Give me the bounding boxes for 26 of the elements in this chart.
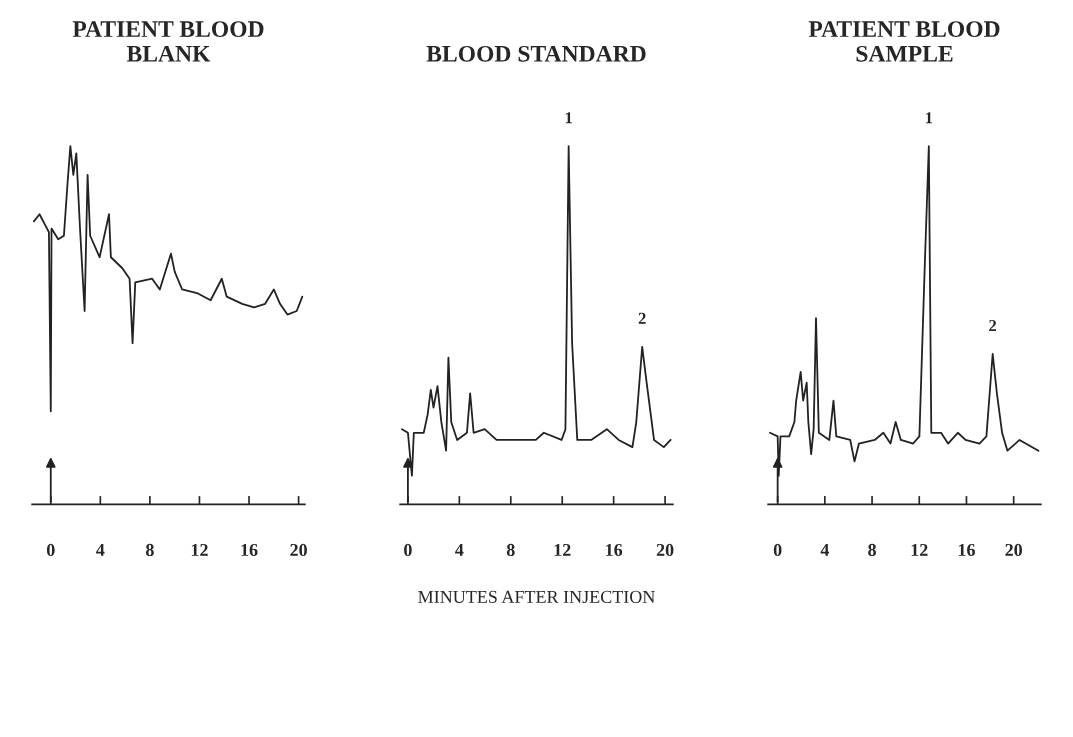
x-tick-label: 8 <box>506 543 515 557</box>
x-tick-label: 16 <box>241 543 258 557</box>
x-tick-label: 8 <box>145 543 154 557</box>
x-tick-label: 0 <box>46 543 55 557</box>
x-tick-label: 4 <box>820 543 830 556</box>
annotation: 2 <box>989 319 997 331</box>
annotation: 2 <box>638 312 646 324</box>
chart-title: BLOOD STANDARD <box>426 45 646 62</box>
x-tick-label: 20 <box>656 543 674 557</box>
x-tick-label: 0 <box>773 543 782 557</box>
annotation: 1 <box>925 112 933 124</box>
x-tick-label: 12 <box>911 543 928 556</box>
x-tick-label: 4 <box>96 543 105 556</box>
x-tick-label: 0 <box>404 543 412 557</box>
x-tick-label: 16 <box>606 543 623 557</box>
x-tick-label: 12 <box>554 543 571 556</box>
x-tick-label: 20 <box>1005 543 1023 557</box>
x-tick-label: 16 <box>958 543 975 557</box>
x-tick-label: 4 <box>455 543 464 556</box>
x-axis-title: MINUTES AFTER INJECTION <box>418 590 655 603</box>
x-tick-label: 8 <box>868 543 876 557</box>
x-tick-label: 20 <box>290 543 307 557</box>
chart-title: PATIENT BLOOD BLANK <box>72 21 264 62</box>
annotation: 1 <box>565 112 572 124</box>
chart-title: PATIENT BLOOD SAMPLE <box>808 21 1000 62</box>
x-tick-label: 12 <box>191 543 208 556</box>
